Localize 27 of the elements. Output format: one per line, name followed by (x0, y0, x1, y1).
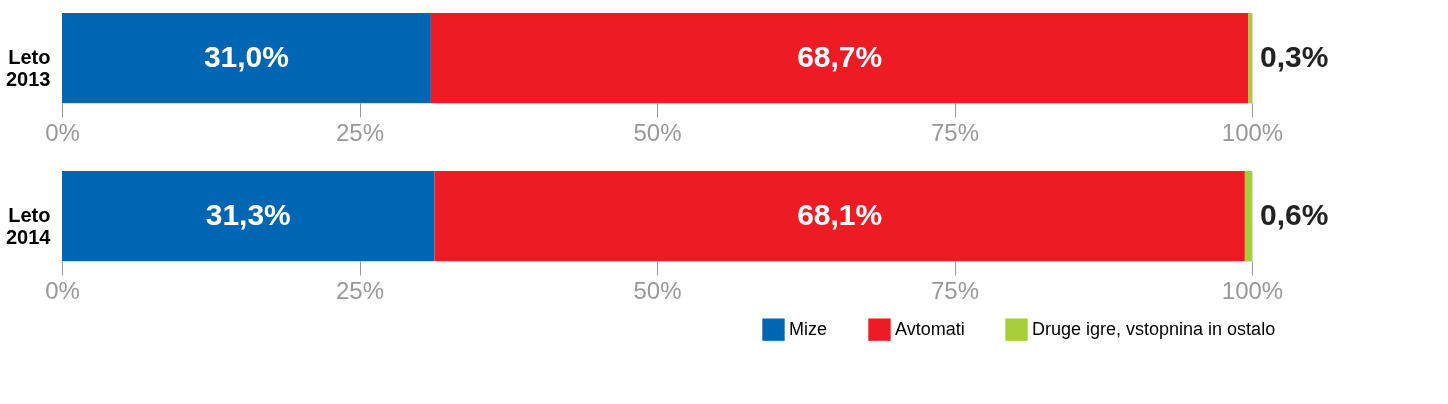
bar (1248, 13, 1252, 103)
bar (430, 13, 1249, 103)
legend-label: Avtomati (895, 318, 965, 339)
x-tick-label: 25% (335, 118, 385, 146)
legend-label: Mize (789, 318, 828, 339)
bar (62, 171, 435, 261)
data-label: 0,3% (1260, 40, 1329, 73)
x-tick-label: 50% (633, 276, 682, 304)
y-tick-label: Leto 2014 (6, 204, 52, 248)
bar (434, 171, 1245, 261)
x-tick-label: 0% (45, 276, 80, 304)
data-label: 0,6% (1260, 198, 1329, 231)
x-tick-label: 25% (335, 276, 385, 304)
bar (1244, 171, 1252, 261)
x-tick-label: 75% (930, 276, 980, 304)
legend-label: Druge igre, vstopnina in ostalo (1032, 318, 1276, 339)
x-tick-label: 50% (633, 118, 682, 146)
x-tick-label: 0% (45, 118, 80, 146)
data-label: 68,1% (797, 198, 883, 231)
data-label: 31,0% (203, 40, 289, 73)
x-tick-label: 100% (1221, 276, 1284, 304)
y-tick-label: Leto 2013 (6, 46, 51, 90)
data-label: 68,7% (797, 40, 883, 73)
x-tick-label: 75% (930, 118, 980, 146)
data-label: 31,3% (205, 198, 291, 231)
x-tick-label: 100% (1221, 118, 1284, 146)
bar (62, 13, 431, 103)
